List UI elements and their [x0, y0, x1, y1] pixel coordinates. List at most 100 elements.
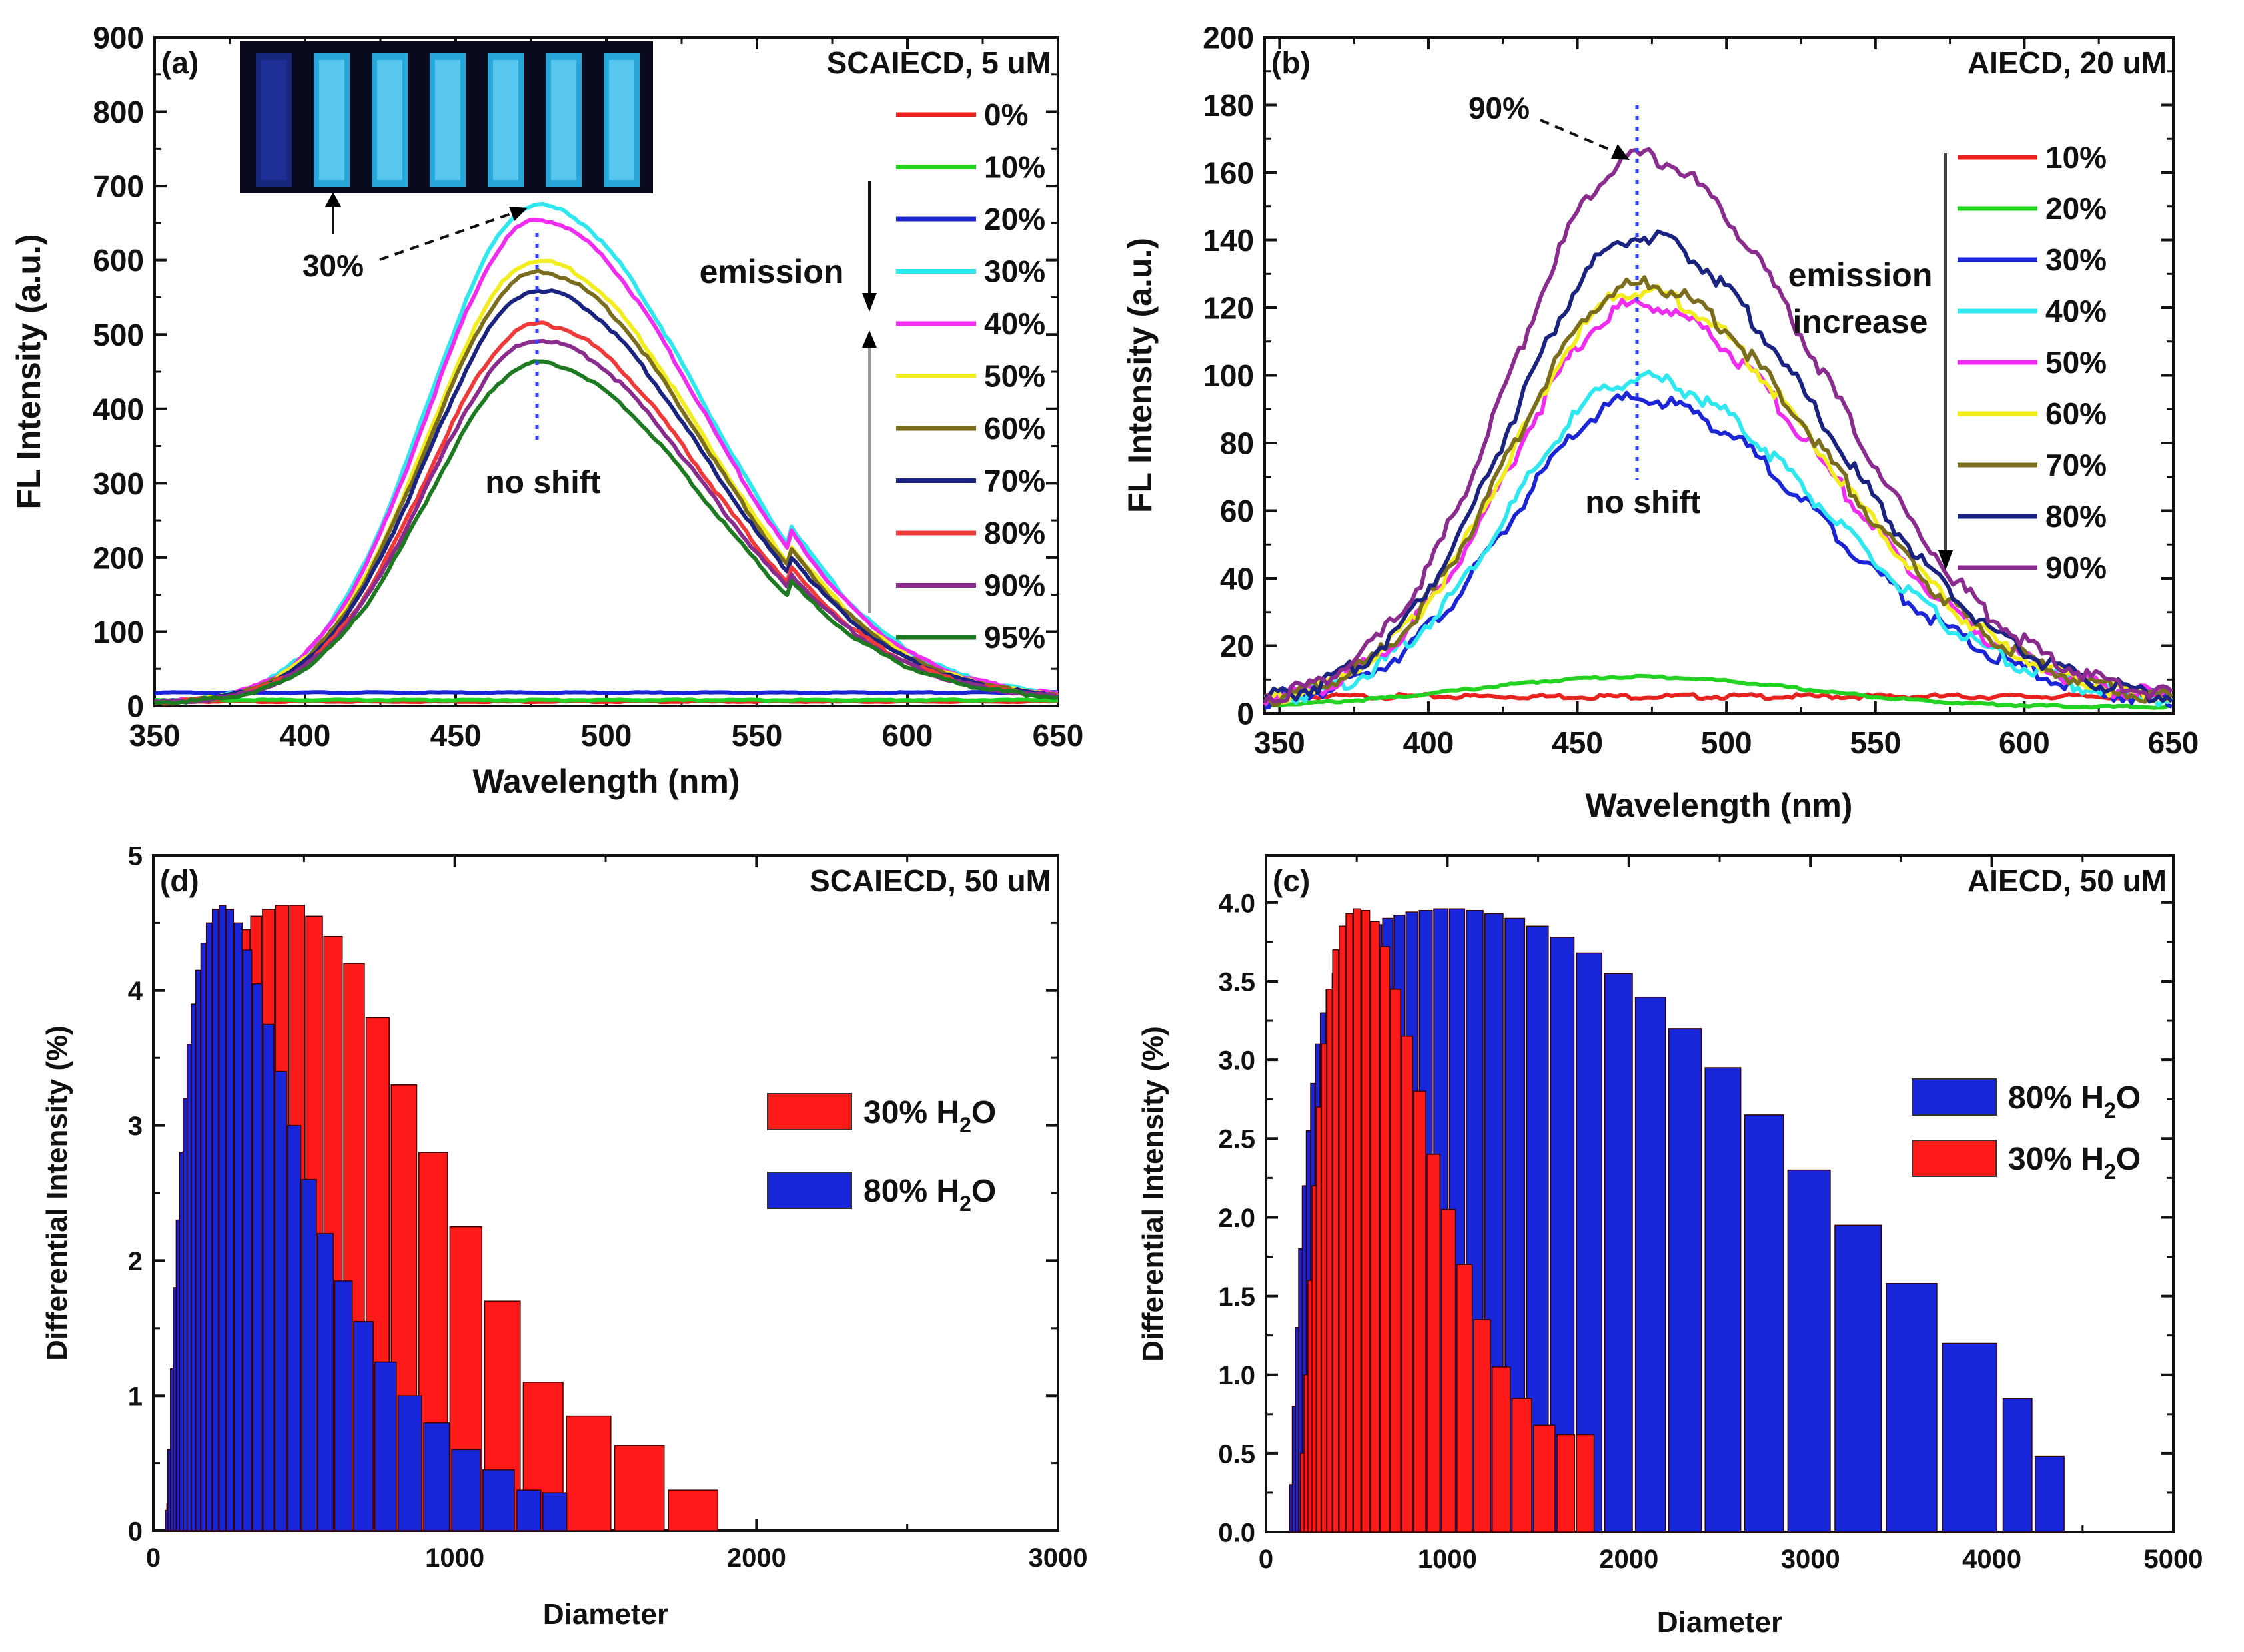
bar-s2: [1361, 909, 1371, 1533]
bar-s2: [1311, 1185, 1317, 1533]
bar-s2: [191, 1003, 196, 1531]
legend-label-70pct: 70%: [2045, 448, 2107, 482]
y-tick-label: 80: [1220, 426, 1254, 461]
bar-s1: [614, 1445, 665, 1531]
x-tick-label: 0: [146, 1543, 161, 1573]
y-tick-label: 100: [1203, 358, 1254, 393]
arrow-label-90pct: 90%: [1468, 91, 1530, 125]
y-tick-label: 140: [1203, 223, 1254, 258]
y-tick-label: 800: [93, 95, 144, 129]
series-line-90pct: [154, 338, 1059, 704]
bar-s2: [1332, 949, 1339, 1533]
bar-s2: [205, 922, 213, 1531]
legend-swatch: [1912, 1078, 1997, 1116]
bar-s2: [1426, 1154, 1441, 1533]
y-tick-label: 200: [1203, 21, 1254, 55]
legend-text-main: 30% H: [2008, 1142, 2104, 1177]
series-line-10pct: [154, 697, 1059, 703]
bar-s2: [1303, 1374, 1309, 1533]
bar-s2: [1353, 908, 1362, 1533]
bar-s1: [1744, 1114, 1784, 1533]
y-tick-label: 1: [128, 1382, 143, 1412]
bar-s2: [175, 1219, 181, 1531]
panel-c: 0 1000 2000 3000 4000 5000 0.0 0.5 1.0 1.5 2.0 2.5 3…: [1137, 854, 2203, 1639]
arrowhead: [1938, 550, 1953, 570]
legend-text-sub: 2: [2104, 1098, 2116, 1122]
series-line-40pct: [1263, 369, 2173, 708]
panel-label: (a): [161, 45, 199, 80]
legend-label-80pct: 80%: [2045, 499, 2107, 534]
bar-s2: [1576, 1434, 1595, 1533]
y-tick-label: 0.5: [1218, 1440, 1255, 1469]
bar-s1: [668, 1489, 719, 1531]
x-axis-label: Diameter: [1657, 1606, 1782, 1639]
legend-label-60pct: 60%: [984, 411, 1045, 446]
y-axis-label: FL Intensity (a.u.): [1121, 238, 1159, 513]
bar-s2: [195, 969, 201, 1531]
legend-text-end: O: [971, 1095, 996, 1130]
legend-label: 30% H2O: [863, 1095, 996, 1137]
bar-s2: [1511, 1398, 1532, 1533]
legend-label: 30% H2O: [2008, 1142, 2141, 1184]
series-line-70pct: [154, 288, 1059, 705]
x-tick-label: 5000: [2144, 1545, 2203, 1574]
x-tick-label: 650: [1033, 718, 1084, 753]
bar-s2: [183, 1098, 188, 1531]
y-tick-label: 3.0: [1218, 1046, 1255, 1076]
bar-s2: [200, 943, 207, 1531]
y-tick-label: 1.0: [1218, 1361, 1255, 1390]
x-tick-label: 1000: [1418, 1545, 1477, 1574]
y-axis-label: FL Intensity (a.u.): [10, 234, 47, 510]
bar-s2: [482, 1469, 515, 1531]
y-tick-label: 60: [1220, 494, 1254, 528]
legend-label-50pct: 50%: [2045, 345, 2107, 380]
y-tick-label: 2: [128, 1247, 143, 1276]
bar-s1: [1634, 996, 1666, 1533]
dashed-arrow: [379, 212, 514, 261]
bar-s2: [1401, 1035, 1413, 1533]
bar-s2: [1533, 1424, 1556, 1533]
bar-s2: [1339, 925, 1346, 1533]
legend-label-70pct: 70%: [984, 464, 1045, 498]
legend-label-30pct: 30%: [984, 254, 1045, 289]
bar-s2: [1456, 1264, 1473, 1533]
legend-label-10pct: 10%: [984, 150, 1045, 185]
legend-label: 80% H2O: [863, 1174, 996, 1216]
panel-label: (d): [160, 863, 199, 898]
series-line-80pct: [1264, 229, 2173, 704]
x-tick-label: 3000: [1781, 1545, 1840, 1574]
legend-text-end: O: [2116, 1142, 2141, 1177]
y-tick-label: 40: [1220, 562, 1254, 596]
y-tick-label: 4: [128, 977, 143, 1006]
legend-text-sub: 2: [959, 1192, 971, 1216]
cuvette-glow: [435, 60, 460, 180]
x-tick-label: 3000: [1029, 1543, 1088, 1573]
bar-s2: [1321, 1043, 1327, 1533]
arrowhead: [862, 330, 877, 348]
legend-text-main: 80% H: [863, 1174, 959, 1209]
bar-s2: [397, 1395, 422, 1531]
y-axis-label: Differential Intensity (%): [1137, 1026, 1169, 1362]
y-tick-label: 700: [93, 169, 144, 204]
emission-label-line2: increase: [1793, 303, 1928, 340]
arrow-label-30pct: 30%: [302, 248, 364, 283]
legend-label-40pct: 40%: [2045, 294, 2107, 328]
y-tick-label: 0: [128, 1517, 143, 1546]
arrowhead: [1611, 144, 1630, 160]
plot-frame: [1263, 36, 2175, 715]
legend-swatch: [767, 1172, 852, 1209]
bar-s2: [423, 1422, 450, 1531]
bar-s2: [242, 949, 253, 1531]
y-tick-label: 300: [93, 466, 144, 501]
y-tick-label: 2.5: [1218, 1125, 1255, 1154]
x-tick-label: 400: [1403, 725, 1454, 760]
legend-label-20pct: 20%: [984, 202, 1045, 236]
y-tick-label: 0.0: [1218, 1518, 1255, 1547]
bar-s2: [516, 1489, 542, 1531]
series-line-20pct: [1264, 673, 2172, 710]
legend-label-80pct: 80%: [984, 516, 1045, 550]
y-tick-label: 0: [127, 689, 144, 724]
legend-swatch: [1912, 1140, 1997, 1177]
x-axis-label: Diameter: [543, 1598, 668, 1631]
legend-label-95pct: 95%: [984, 620, 1045, 655]
